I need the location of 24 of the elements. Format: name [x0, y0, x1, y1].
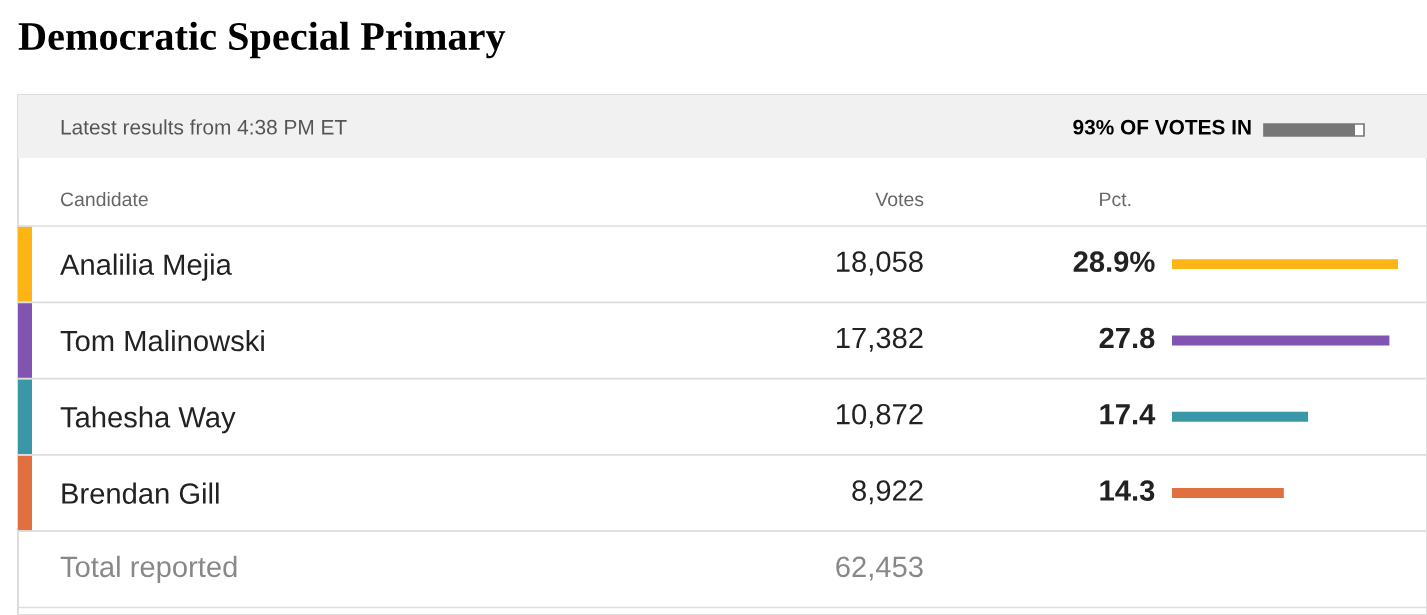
bar — [1172, 335, 1390, 346]
data-label: 28.9% — [1073, 251, 1155, 272]
text: 17,382 — [837, 327, 923, 352]
text: Total reported — [60, 555, 237, 583]
bar — [1172, 411, 1309, 422]
text: Democratic Special Primary — [18, 21, 506, 59]
bar — [1172, 259, 1398, 270]
data-label: 17.4 — [1100, 404, 1156, 425]
text: Candidate — [60, 191, 148, 207]
text: 93% OF VOTES IN — [1073, 119, 1251, 135]
text: Votes — [875, 192, 924, 207]
y-tick-label: Tom Malinowski — [60, 329, 264, 352]
data-label: 14.3 — [1100, 480, 1155, 501]
text: Pct. — [1100, 192, 1131, 207]
bar — [1172, 488, 1284, 499]
text: 8,922 — [852, 480, 923, 505]
y-tick-label: Analilia Mejia — [60, 253, 232, 281]
text: 18,058 — [837, 251, 923, 276]
text: 62,453 — [836, 556, 923, 581]
y-tick-label: Brendan Gill — [62, 482, 219, 504]
data-label: 27.8 — [1099, 327, 1155, 349]
text: 10,872 — [837, 403, 923, 429]
y-tick-label: Tahesha Way — [60, 406, 236, 434]
text: Latest results from 4:38 PM ET — [61, 119, 347, 135]
